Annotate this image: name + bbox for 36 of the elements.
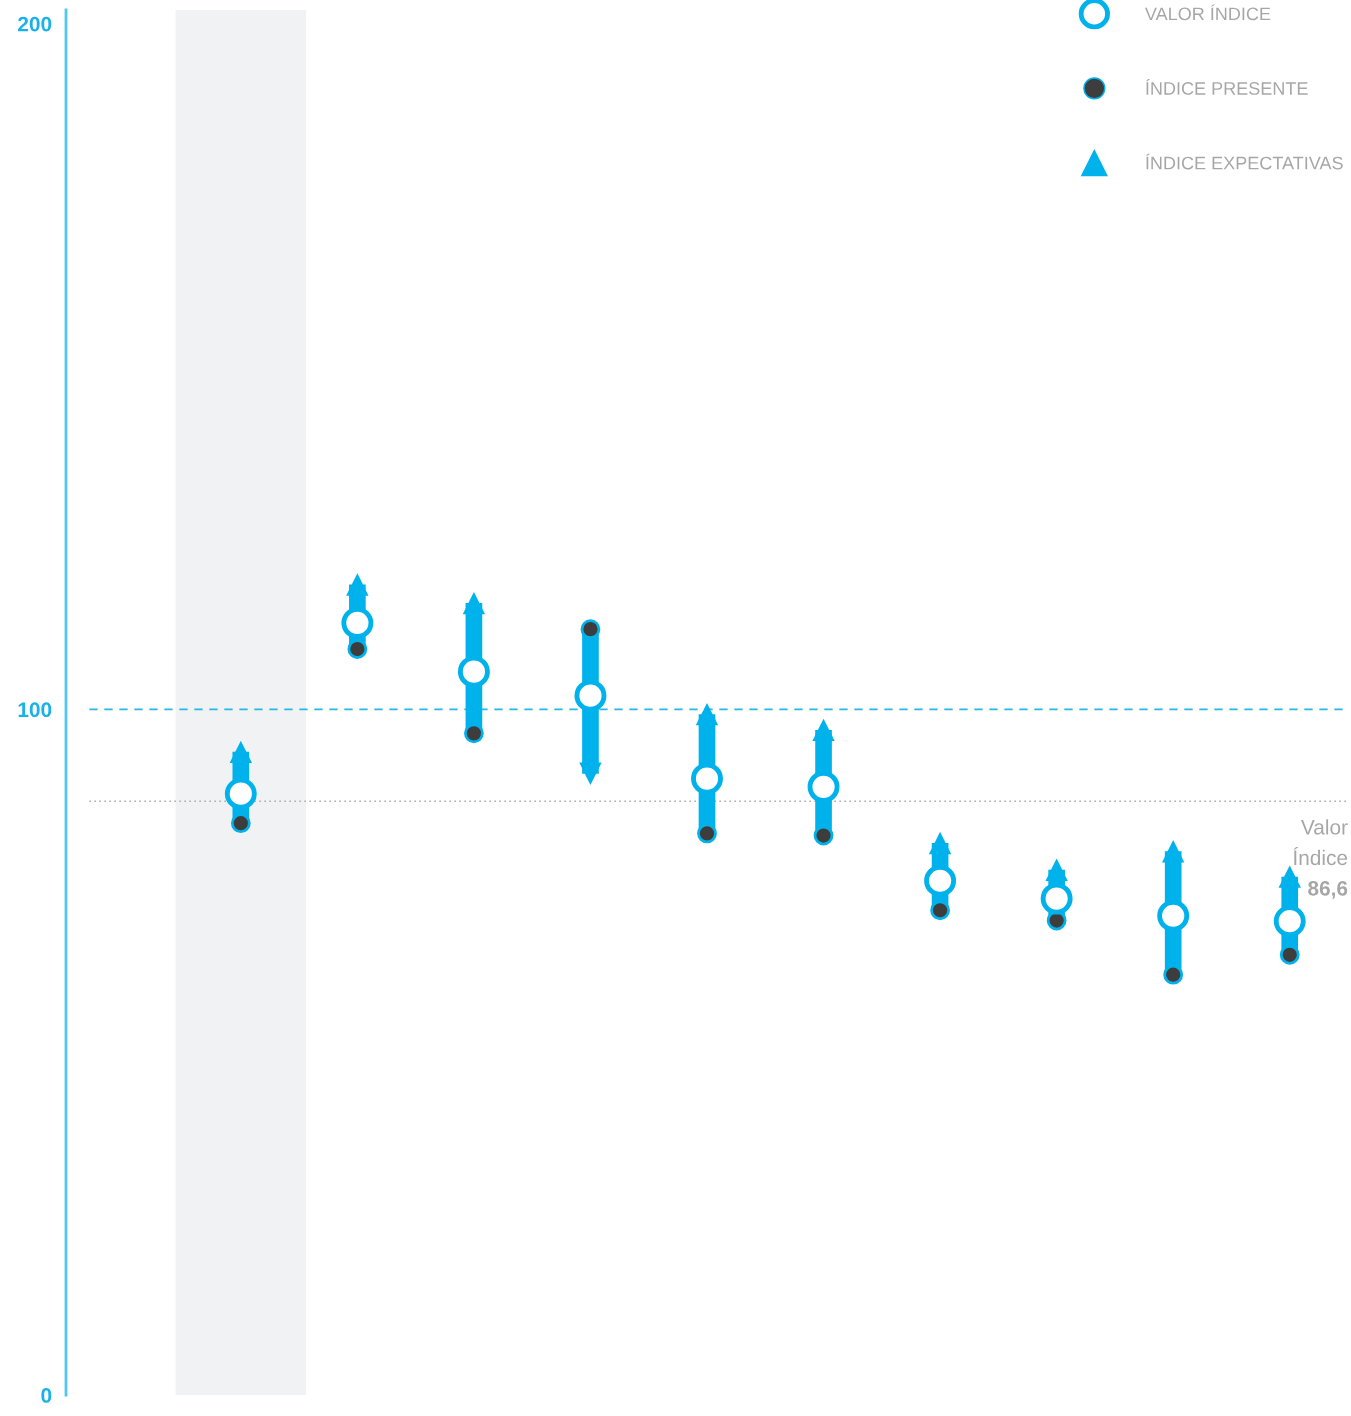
point	[924, 864, 957, 897]
point	[1040, 882, 1073, 915]
point	[1045, 858, 1068, 881]
point	[1163, 964, 1184, 985]
point	[812, 718, 835, 742]
point	[1279, 944, 1300, 965]
legend-label: VALOR ÍNDICE	[1144, 4, 1271, 21]
point	[697, 823, 717, 844]
ref-line-label: Valor Índice 86,6	[1293, 819, 1348, 899]
legend-label: ÍNDICE PRESENTE	[1146, 79, 1308, 95]
legend-label: ÍNDICE EXPECTATIVAS	[1146, 153, 1343, 170]
point	[464, 723, 484, 744]
point	[224, 777, 257, 810]
point	[928, 831, 952, 855]
point	[347, 639, 368, 659]
point	[813, 825, 834, 846]
point	[1278, 865, 1301, 888]
point	[580, 619, 601, 640]
point	[230, 813, 251, 834]
point	[691, 762, 723, 795]
point	[346, 573, 369, 596]
point	[457, 655, 490, 688]
point	[695, 702, 719, 726]
point	[229, 740, 253, 764]
point	[341, 607, 374, 639]
y-tick-label: 200	[18, 16, 52, 32]
point	[579, 762, 602, 785]
point	[574, 679, 607, 712]
point	[930, 900, 950, 921]
y-tick-label: 0	[41, 1388, 52, 1403]
point	[807, 770, 840, 803]
point	[1273, 905, 1306, 938]
point	[1157, 899, 1190, 932]
point	[462, 591, 486, 615]
point	[1161, 840, 1185, 863]
y-tick-label: 100	[18, 702, 52, 718]
